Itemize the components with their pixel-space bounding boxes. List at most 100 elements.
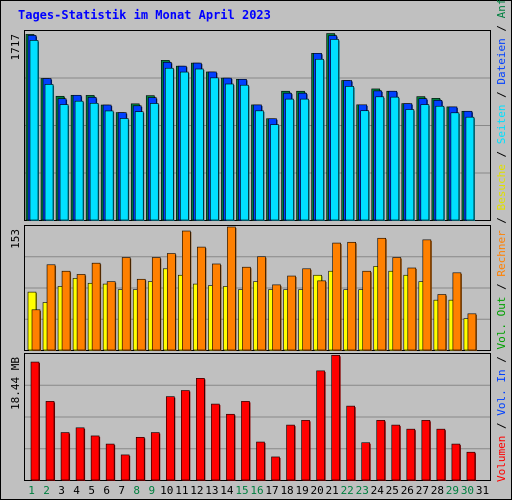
bar-rechner-day-25: [392, 257, 402, 351]
x-tick-label-day-25: 25: [386, 484, 399, 497]
bar-rechner-day-19: [302, 268, 311, 351]
bar-volumen-day-27: [421, 420, 431, 481]
bar-rechner-day-13: [212, 263, 221, 351]
bar-volumen-day-29: [451, 443, 461, 481]
bar-seiten-day-23: [360, 110, 370, 221]
bar-volumen-day-6: [105, 443, 115, 481]
panel-top: 1717: [9, 30, 491, 222]
bar-volumen-day-11: [181, 390, 190, 481]
bar-volumen-day-18: [286, 424, 295, 481]
x-tick-label-day-24: 24: [371, 484, 385, 497]
bar-volumen-day-5: [90, 435, 100, 481]
x-tick-label-day-3: 3: [58, 484, 65, 497]
x-tick-label-day-5: 5: [88, 484, 95, 497]
x-tick-label-day-30: 30: [461, 484, 474, 497]
bar-volumen-day-8: [135, 436, 145, 481]
bar-seiten-day-5: [89, 102, 99, 221]
x-tick-label-day-16: 16: [250, 484, 263, 497]
bar-rechner-day-11: [182, 230, 191, 351]
legend-part-1: /: [495, 416, 508, 436]
bar-seiten-day-9: [149, 103, 159, 221]
bar-rechner-day-30: [467, 313, 477, 351]
bar-seiten-day-8: [134, 111, 144, 221]
bar-rechner-day-10: [166, 253, 176, 351]
bar-volumen-day-30: [466, 451, 476, 481]
panel-middle: 153: [9, 225, 491, 351]
bar-volumen-day-3: [60, 432, 70, 481]
bar-seiten-day-21: [330, 39, 339, 221]
bar-rechner-day-17: [272, 284, 281, 351]
bar-volumen-day-21: [331, 354, 340, 481]
bar-rechner-day-8: [136, 278, 146, 351]
bar-volumen-day-23: [361, 442, 371, 481]
bar-seiten-day-16: [255, 110, 264, 221]
x-tick-label-day-23: 23: [356, 484, 369, 497]
bar-volumen-day-10: [165, 396, 175, 481]
x-tick-label-day-15: 15: [235, 484, 248, 497]
x-tick-label-day-21: 21: [326, 484, 339, 497]
x-tick-label-day-28: 28: [431, 484, 444, 497]
bar-rechner-day-14: [227, 226, 236, 351]
bar-volumen-day-7: [120, 454, 130, 481]
bar-rechner-day-24: [377, 237, 387, 351]
bar-volumen-day-15: [241, 401, 250, 481]
bar-volumen-day-22: [346, 405, 355, 481]
bar-rechner-day-26: [407, 267, 417, 351]
x-tick-label-day-29: 29: [446, 484, 459, 497]
bar-rechner-day-3: [61, 270, 71, 351]
panel-bottom: 18.44 MB: [9, 353, 491, 481]
legend-part-6: Rechner: [495, 230, 508, 277]
legend-part-14: Anfragen: [495, 0, 508, 18]
bar-seiten-day-7: [119, 118, 129, 221]
bar-volumen-day-1: [30, 361, 40, 481]
legend-part-5: /: [495, 277, 508, 297]
bar-rechner-day-6: [106, 281, 116, 351]
bar-volumen-day-4: [75, 427, 85, 481]
legend-part-13: /: [495, 18, 508, 38]
bar-seiten-day-6: [104, 110, 114, 221]
bar-volumen-day-12: [196, 378, 205, 481]
bar-seiten-day-3: [59, 104, 69, 221]
bar-volumen-day-9: [150, 432, 160, 481]
x-tick-label-day-2: 2: [43, 484, 50, 497]
x-tick-label-day-19: 19: [295, 484, 308, 497]
panel-bottom-max-label: 18.44 MB: [9, 357, 22, 410]
legend-part-2: Vol. In: [495, 369, 508, 415]
x-tick-label-day-7: 7: [118, 484, 125, 497]
bar-rechner-day-15: [242, 266, 251, 351]
legend-part-0: Volumen: [495, 436, 508, 482]
bar-rechner-day-7: [121, 257, 131, 351]
x-tick-label-day-26: 26: [401, 484, 414, 497]
bar-rechner-day-12: [197, 246, 206, 351]
x-tick-label-day-13: 13: [205, 484, 218, 497]
bar-volumen-day-2: [45, 401, 55, 481]
bar-rechner-day-23: [362, 270, 372, 351]
x-tick-label-day-18: 18: [280, 484, 293, 497]
bar-rechner-day-16: [257, 256, 266, 351]
x-tick-label-day-12: 12: [190, 484, 203, 497]
bar-seiten-day-24: [375, 96, 385, 221]
bar-seiten-day-14: [225, 83, 234, 221]
bar-rechner-day-9: [151, 257, 161, 351]
x-tick-label-day-11: 11: [175, 484, 188, 497]
bar-rechner-day-22: [347, 241, 356, 351]
bar-seiten-day-20: [315, 58, 324, 221]
bar-rechner-day-4: [76, 274, 86, 351]
bar-seiten-day-26: [405, 109, 415, 221]
bar-rechner-day-28: [437, 294, 447, 351]
legend-part-9: /: [495, 144, 508, 164]
bar-seiten-day-25: [390, 96, 400, 221]
x-tick-label-day-10: 10: [160, 484, 173, 497]
bar-seiten-day-29: [450, 112, 460, 221]
bar-volumen-day-20: [316, 370, 325, 481]
legend-part-10: Seiten: [495, 104, 508, 144]
bar-seiten-day-22: [345, 86, 354, 221]
x-tick-label-day-27: 27: [416, 484, 429, 497]
bar-seiten-day-27: [420, 104, 430, 221]
bar-seiten-day-4: [74, 100, 84, 221]
legend-part-3: /: [495, 350, 508, 370]
legend-part-7: /: [495, 210, 508, 230]
bar-volumen-day-24: [376, 420, 386, 481]
